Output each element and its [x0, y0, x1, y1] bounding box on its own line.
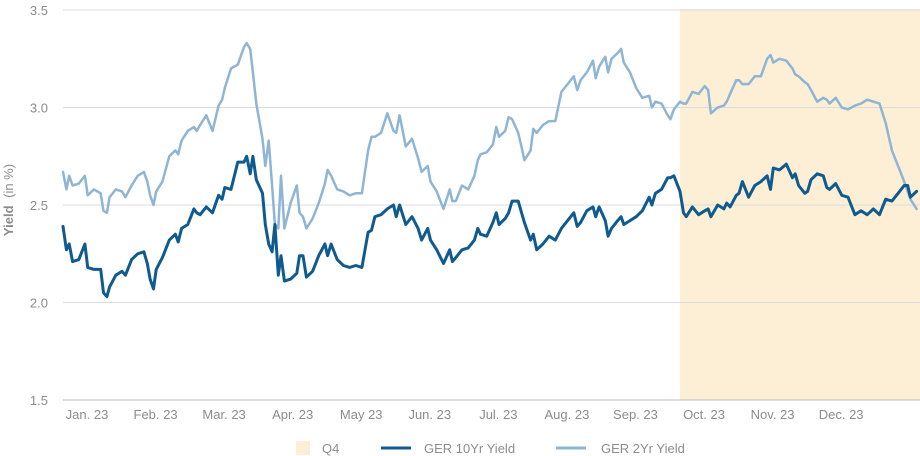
y-axis-label-unit: (in %): [1, 164, 16, 198]
y-tick-label: 3.0: [30, 101, 48, 116]
x-tick-label: Jul. 23: [479, 407, 517, 422]
y-tick-label: 3.5: [30, 3, 48, 18]
legend-label-ger-2yr: GER 2Yr Yield: [601, 441, 685, 456]
x-tick-label: Aug. 23: [545, 407, 590, 422]
x-tick-label: Dec. 23: [819, 407, 864, 422]
legend-label-ger-10yr: GER 10Yr Yield: [424, 441, 515, 456]
y-axis-ticks: 1.5 2.0 2.5 3.0 3.5: [30, 3, 48, 408]
y-tick-label: 1.5: [30, 393, 48, 408]
legend: Q4 GER 10Yr Yield GER 2Yr Yield: [296, 441, 685, 456]
series-line-ger-10yr-yield: [61, 154, 919, 299]
legend-label-q4: Q4: [322, 441, 339, 456]
x-tick-label: Jun. 23: [408, 407, 451, 422]
legend-swatch-q4: [296, 441, 310, 455]
series-line-ger-2yr-yield: [61, 41, 918, 230]
y-axis-label-main: Yield: [1, 205, 16, 236]
x-tick-label: Jan. 23: [66, 407, 109, 422]
x-tick-label: Mar. 23: [202, 407, 245, 422]
y-tick-label: 2.0: [30, 296, 48, 311]
y-tick-label: 2.5: [30, 198, 48, 213]
x-tick-label: Apr. 23: [272, 407, 313, 422]
x-tick-label: Oct. 23: [683, 407, 725, 422]
y-axis-label: Yield (in %): [1, 164, 16, 236]
x-tick-label: Feb. 23: [134, 407, 178, 422]
x-axis-ticks: Jan. 23 Feb. 23 Mar. 23 Apr. 23 May 23 Jun. 2…: [66, 407, 864, 422]
x-tick-label: Nov. 23: [751, 407, 795, 422]
x-tick-label: Sep. 23: [613, 407, 658, 422]
x-tick-label: May 23: [340, 407, 383, 422]
series-layer: [61, 41, 919, 299]
gridlines: [63, 9, 920, 401]
